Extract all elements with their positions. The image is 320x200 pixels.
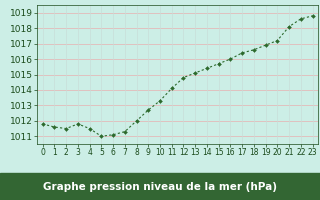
Text: Graphe pression niveau de la mer (hPa): Graphe pression niveau de la mer (hPa) — [43, 182, 277, 192]
